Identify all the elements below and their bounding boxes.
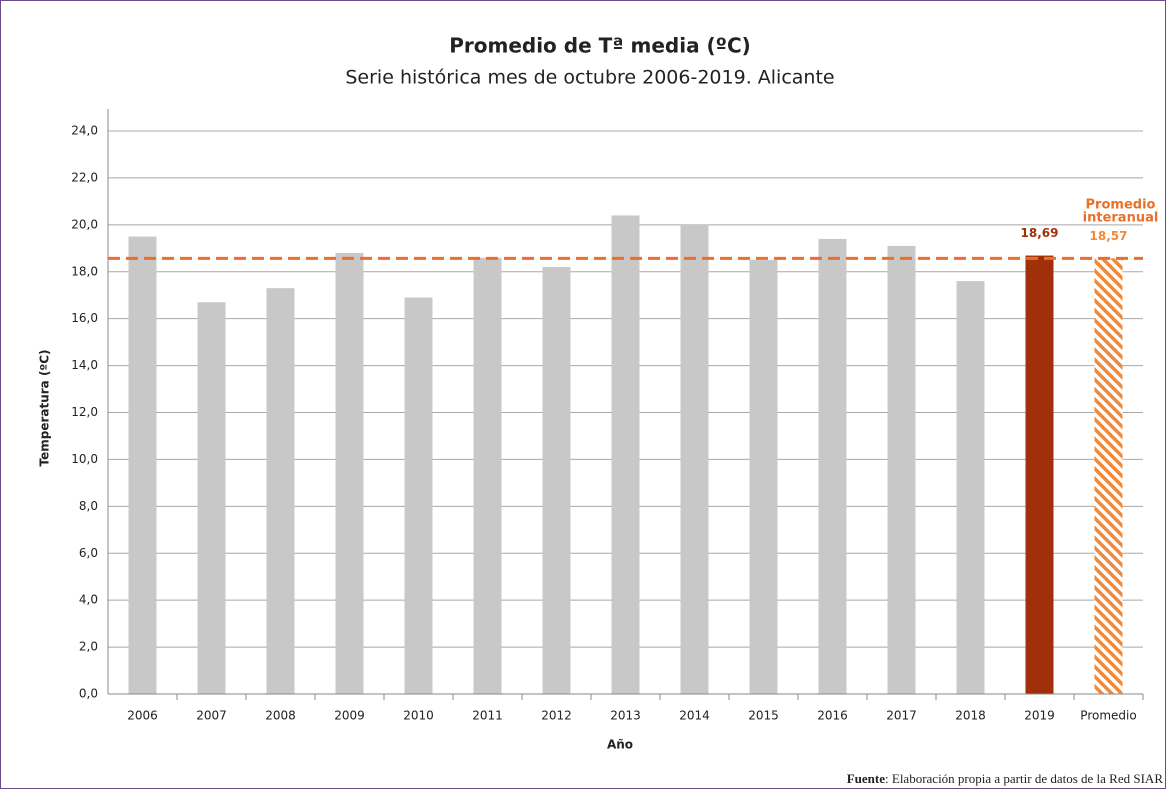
bar — [473, 257, 502, 694]
source-label: Fuente — [847, 771, 886, 786]
bar — [335, 252, 364, 694]
bar — [1025, 255, 1054, 694]
bar — [611, 215, 640, 694]
bar — [749, 260, 778, 694]
value-label: 18,69 — [1021, 226, 1059, 240]
bar — [404, 297, 433, 694]
bar — [197, 302, 226, 694]
x-tick-label: 2008 — [265, 709, 296, 723]
bar — [680, 224, 709, 695]
annotation: Promedio — [1086, 198, 1156, 213]
x-tick-label: 2016 — [817, 709, 848, 723]
x-tick-label: 2017 — [886, 709, 917, 723]
x-tick-label: Promedio — [1080, 709, 1136, 723]
bar — [956, 281, 985, 694]
bar — [542, 267, 571, 694]
y-tick-label: 16,0 — [71, 311, 98, 325]
x-tick-label: 2014 — [679, 709, 710, 723]
x-tick-label: 2010 — [403, 709, 434, 723]
x-tick-label: 2015 — [748, 709, 779, 723]
y-tick-label: 4,0 — [79, 593, 98, 607]
bar — [887, 245, 916, 694]
chart-subtitle: Serie histórica mes de octubre 2006-2019… — [345, 67, 834, 89]
y-axis-label: Temperatura (ºC) — [38, 350, 52, 467]
y-tick-label: 18,0 — [71, 264, 98, 278]
x-axis-label: Año — [607, 738, 633, 752]
y-tick-label: 2,0 — [79, 640, 98, 654]
x-tick-label: 2006 — [127, 709, 158, 723]
y-tick-label: 20,0 — [71, 217, 98, 231]
y-tick-label: 14,0 — [71, 358, 98, 372]
value-label: 18,57 — [1090, 229, 1128, 243]
y-tick-label: 6,0 — [79, 546, 98, 560]
annotation: interanual — [1083, 211, 1159, 226]
chart-title: Promedio de Tª media (ºC) — [449, 34, 751, 58]
bar — [266, 288, 295, 694]
x-tick-label: 2007 — [196, 709, 227, 723]
x-tick-label: 2012 — [541, 709, 572, 723]
x-tick-label: 2011 — [472, 709, 503, 723]
source-text: : Elaboración propia a partir de datos d… — [885, 771, 1163, 786]
y-tick-label: 8,0 — [79, 499, 98, 513]
y-tick-label: 22,0 — [71, 170, 98, 184]
x-tick-label: 2009 — [334, 709, 365, 723]
y-tick-label: 10,0 — [71, 452, 98, 466]
y-tick-label: 12,0 — [71, 405, 98, 419]
bar — [1094, 258, 1123, 694]
bar — [128, 236, 157, 694]
x-tick-label: 2019 — [1024, 709, 1055, 723]
y-tick-label: 24,0 — [71, 124, 98, 138]
x-tick-label: 2018 — [955, 709, 986, 723]
source: Fuente: Elaboración propia a partir de d… — [847, 771, 1164, 786]
y-tick-label: 0,0 — [79, 687, 98, 701]
bar — [818, 238, 847, 695]
x-tick-label: 2013 — [610, 709, 641, 723]
